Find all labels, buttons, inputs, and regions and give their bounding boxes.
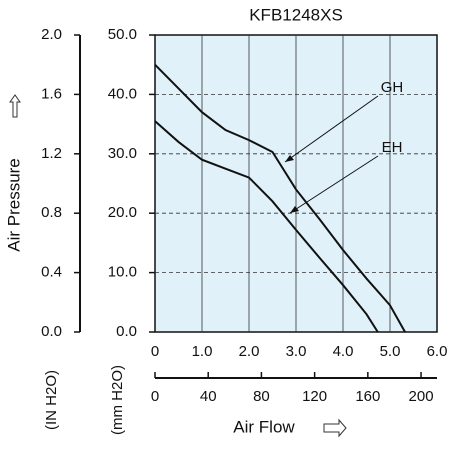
leader-line bbox=[284, 95, 379, 163]
y-tick-label: 20.0 bbox=[108, 204, 137, 221]
curve bbox=[154, 120, 379, 333]
x2-tick-label: 40 bbox=[200, 388, 217, 405]
up-arrow bbox=[9, 94, 21, 118]
y2-unit: (IN H2O) bbox=[43, 370, 60, 430]
x-tick-label: 4.0 bbox=[333, 343, 354, 360]
y-tick-label: 30.0 bbox=[108, 145, 137, 162]
leader-arrow bbox=[285, 155, 294, 162]
series-label: GH bbox=[381, 79, 404, 96]
x-tick-label: 6.0 bbox=[427, 343, 448, 360]
leader-line bbox=[289, 155, 379, 214]
x2-tick-label: 120 bbox=[302, 388, 327, 405]
chart-title: KFB1248XS bbox=[249, 5, 343, 24]
y2-tick-label: 0.0 bbox=[41, 323, 62, 340]
x-tick-label: 5.0 bbox=[380, 343, 401, 360]
x-tick-label: 0 bbox=[151, 343, 159, 360]
y2-tick-label: 0.8 bbox=[41, 204, 62, 221]
x-tick-label: 2.0 bbox=[239, 343, 260, 360]
x2-tick-label: 200 bbox=[409, 388, 434, 405]
series-label: EH bbox=[382, 139, 403, 156]
x-tick-label: 1.0 bbox=[192, 343, 213, 360]
y-tick-label: 40.0 bbox=[108, 85, 137, 102]
x-axis-label: Air Flow bbox=[233, 417, 295, 436]
curve bbox=[154, 63, 406, 333]
y-tick-label: 50.0 bbox=[108, 26, 137, 43]
x2-tick-label: 0 bbox=[151, 388, 159, 405]
x2-tick-label: 160 bbox=[355, 388, 380, 405]
y2-tick-label: 1.6 bbox=[41, 85, 62, 102]
y-tick-label: 10.0 bbox=[108, 264, 137, 281]
y2-tick-label: 2.0 bbox=[41, 26, 62, 43]
x2-tick-label: 80 bbox=[253, 388, 270, 405]
y-tick-label: 0.0 bbox=[116, 323, 137, 340]
y2-tick-label: 1.2 bbox=[41, 145, 62, 162]
y2-tick-label: 0.4 bbox=[41, 264, 62, 281]
x-tick-label: 3.0 bbox=[286, 343, 307, 360]
y-axis-label: Air Pressure bbox=[4, 158, 23, 252]
y-unit: (mm H2O) bbox=[109, 365, 126, 435]
leader-arrow bbox=[290, 206, 299, 213]
right-arrow bbox=[323, 418, 347, 438]
